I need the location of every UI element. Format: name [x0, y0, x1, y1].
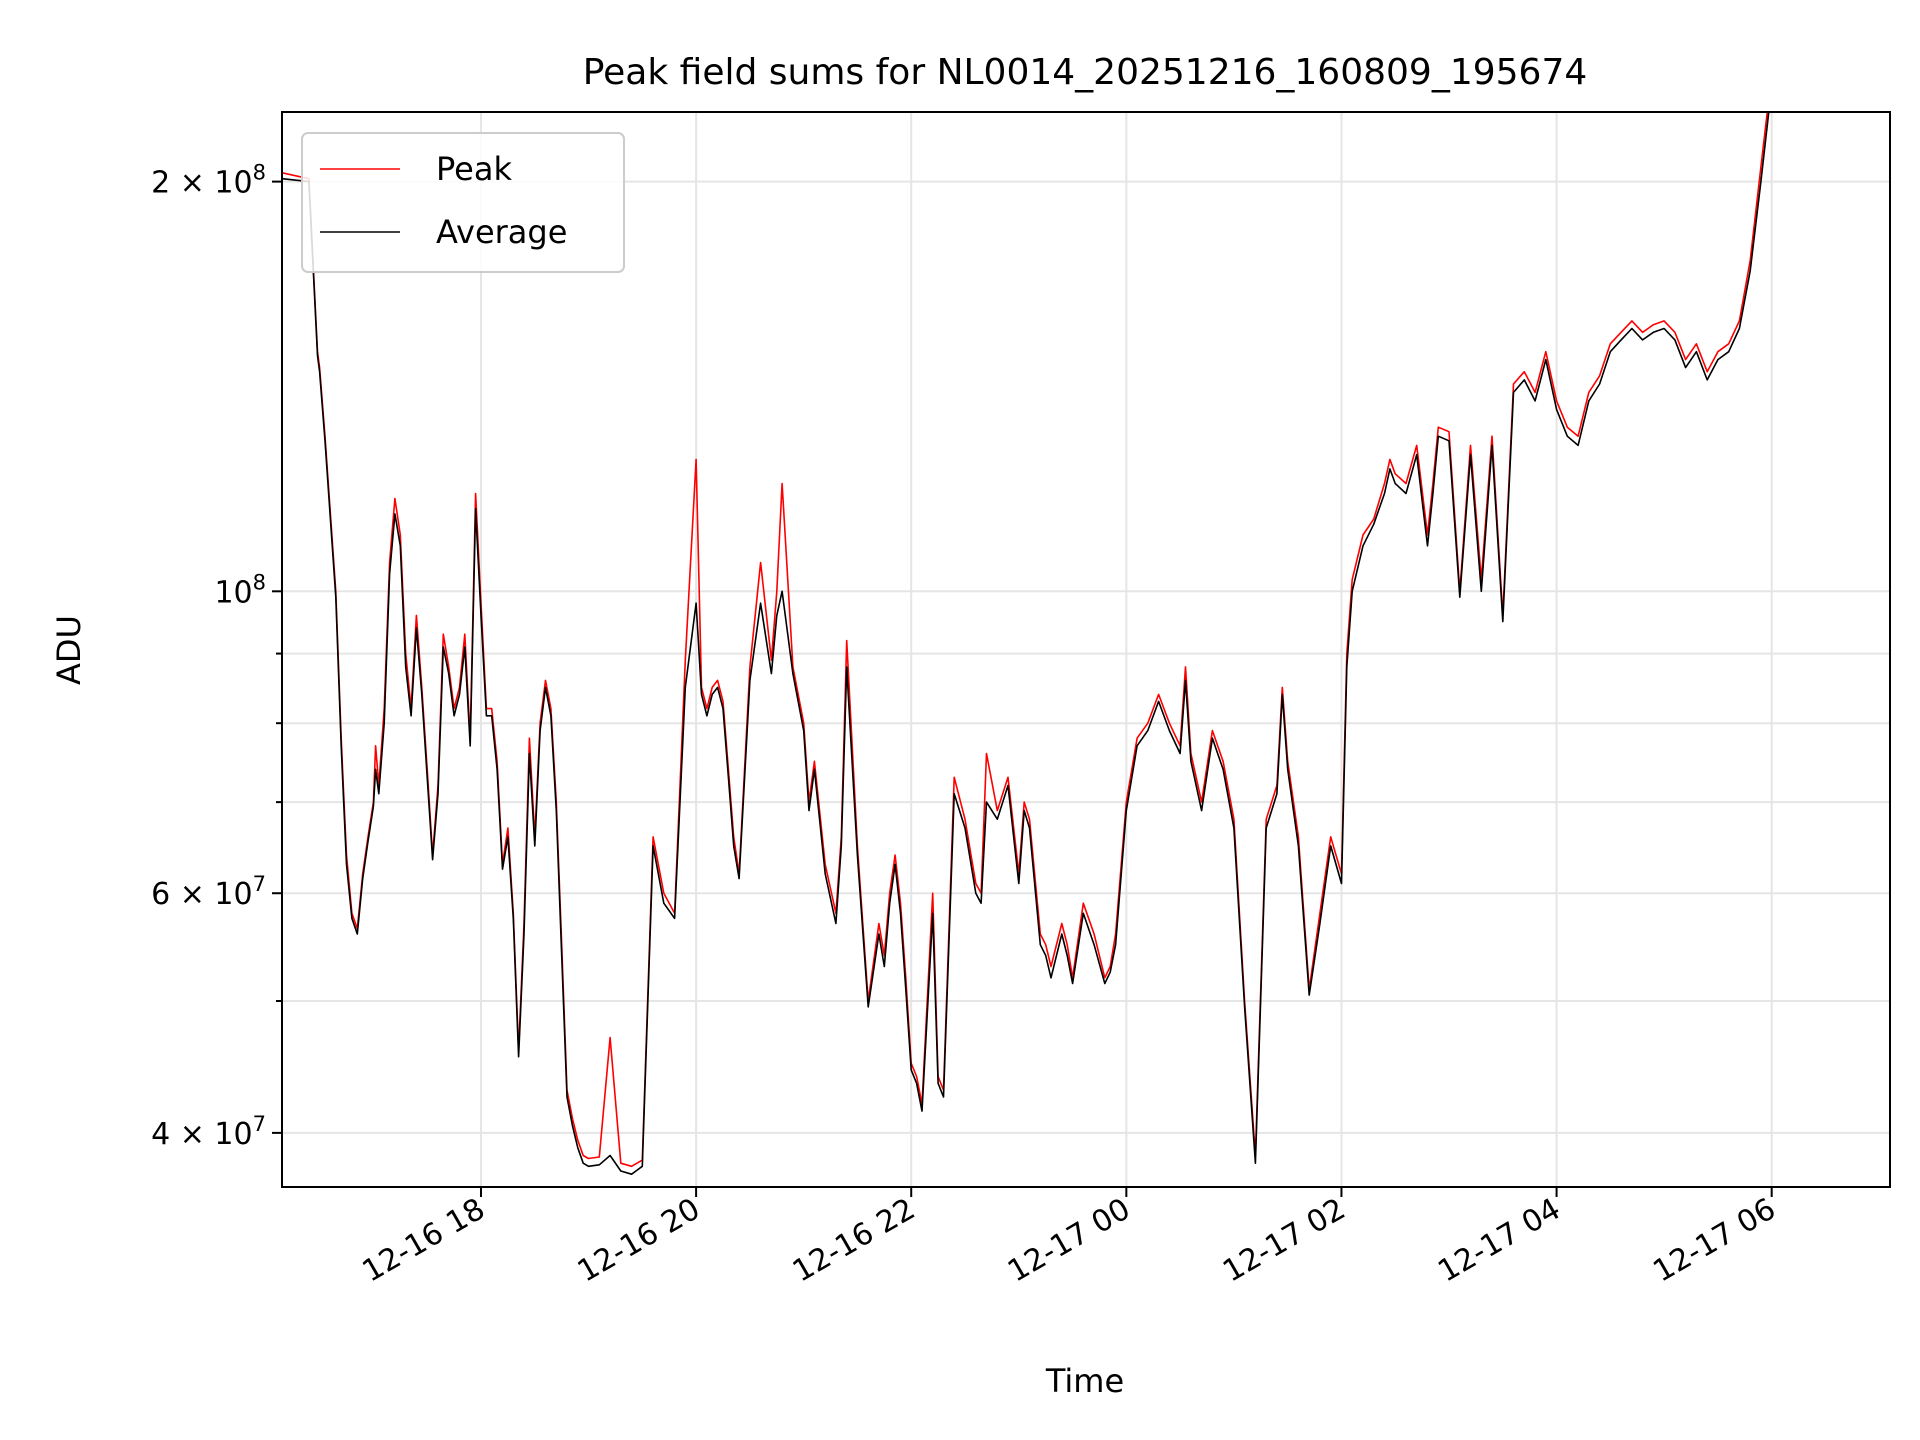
legend-box — [301, 132, 625, 273]
series-line-average — [282, 112, 1770, 1175]
grid-layer — [282, 112, 1890, 1187]
x-tick-label: 12-17 06 — [1647, 1192, 1781, 1290]
series-line-peak — [282, 112, 1769, 1168]
legend: Peak Average — [301, 132, 625, 273]
x-tick-label: 12-16 20 — [572, 1192, 706, 1290]
plot-frame — [281, 111, 1891, 1188]
legend-label-average: Average — [436, 213, 567, 251]
chart-title: Peak field sums for NL0014_20251216_1608… — [583, 52, 1588, 93]
y-tick-label: 2 × 108 — [151, 161, 266, 201]
x-tick-label: 12-16 22 — [787, 1192, 921, 1290]
y-axis-label: ADU — [50, 615, 88, 685]
x-tick-label: 12-17 02 — [1217, 1192, 1351, 1290]
x-tick-label: 12-16 18 — [357, 1192, 491, 1290]
y-tick-label: 6 × 107 — [151, 872, 266, 912]
y-axis: 4 × 107 6 × 107 108 2 × 108 — [151, 161, 282, 1152]
y-tick-label: 108 — [214, 570, 266, 610]
x-axis-label: Time — [1045, 1362, 1124, 1400]
x-axis: 12-16 18 12-16 20 12-16 22 12-17 00 12-17 02… — [357, 1187, 1782, 1289]
x-tick-label: 12-17 04 — [1432, 1192, 1566, 1290]
x-tick-label: 12-17 00 — [1002, 1192, 1136, 1290]
legend-label-peak: Peak — [436, 150, 512, 188]
y-tick-label: 4 × 107 — [151, 1112, 266, 1152]
